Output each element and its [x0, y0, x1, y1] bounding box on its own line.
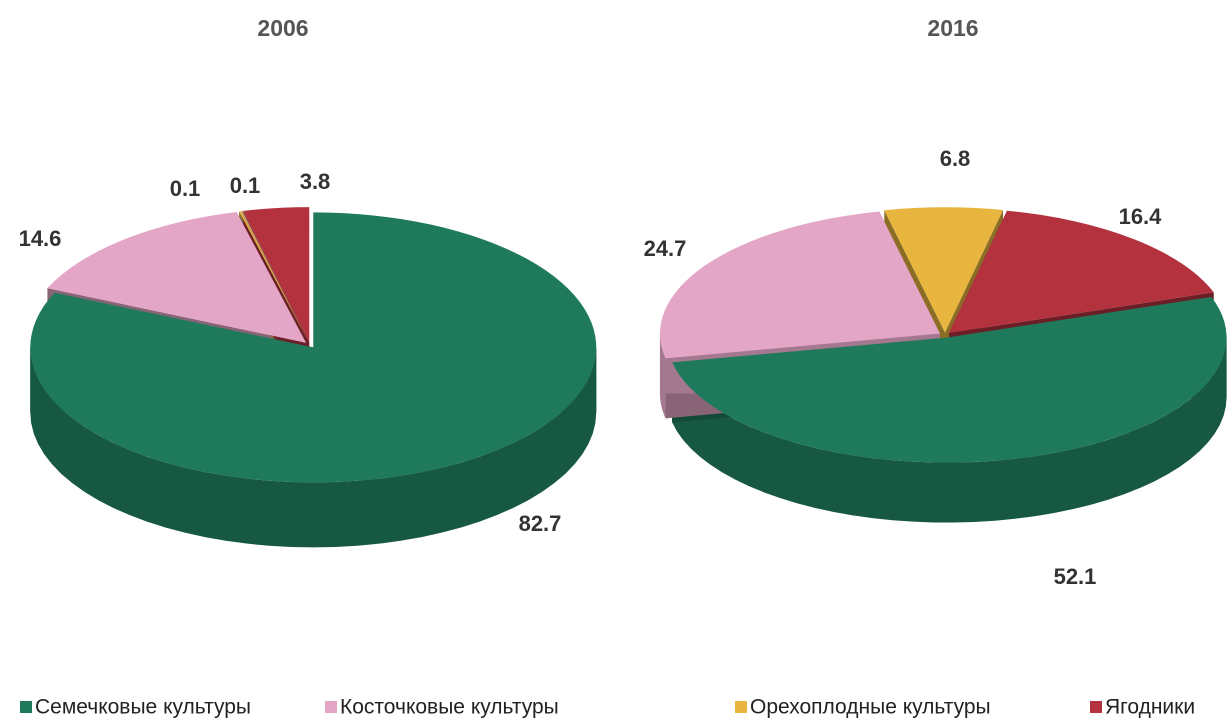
legend-swatch: [325, 701, 337, 713]
data-label: 16.4: [1119, 204, 1163, 229]
pie-slice: [30, 212, 597, 483]
data-label: 0.1: [170, 176, 201, 201]
data-label: 3.8: [300, 169, 331, 194]
pie-slice: [239, 211, 309, 343]
pie-slice: [659, 211, 940, 359]
data-label: 82.7: [519, 511, 562, 536]
pie: [659, 207, 1227, 523]
legend-label: Ягодники: [1105, 696, 1195, 719]
pie-slice: [47, 211, 307, 343]
chart-title: 2016: [927, 15, 978, 41]
pie-slice: [243, 207, 310, 343]
data-label: 14.6: [19, 226, 62, 251]
pie: [30, 207, 597, 548]
pie-slice: [240, 210, 309, 343]
pie-side: [30, 347, 597, 548]
data-label: 6.8: [940, 146, 971, 171]
data-label: 0.1: [230, 173, 261, 198]
chart-title: 2006: [257, 15, 308, 41]
data-label: 24.7: [644, 236, 687, 261]
legend-label: Семечковые культуры: [35, 696, 251, 719]
pie-slice: [884, 207, 1003, 333]
legend-label: Косточковые культуры: [340, 696, 559, 719]
pie-side: [672, 337, 1227, 523]
legend-swatch: [20, 701, 32, 713]
pie-slice: [948, 210, 1214, 333]
legend-label: Орехоплодные культуры: [750, 696, 991, 719]
legend-swatch: [735, 701, 747, 713]
data-label: 52.1: [1054, 564, 1097, 589]
legend-swatch: [1090, 701, 1102, 713]
pie-slice: [672, 296, 1227, 463]
